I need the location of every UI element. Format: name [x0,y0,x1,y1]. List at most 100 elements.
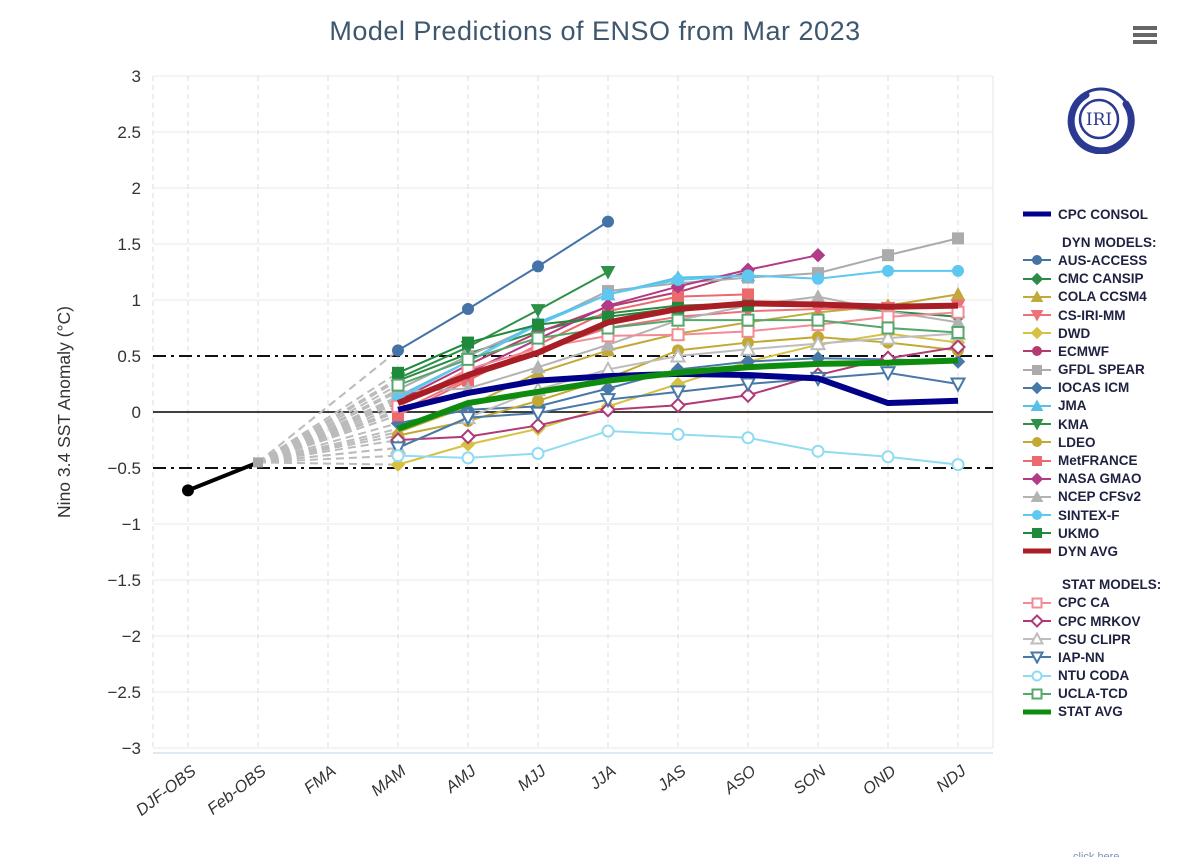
legend-item-iap-nn[interactable]: IAP-NN [1022,648,1198,666]
legend-item-cpc-consol[interactable]: CPC CONSOL [1022,205,1198,223]
legend-item-cmc-cansip[interactable]: CMC CANSIP [1022,270,1198,288]
legend-glyph [1023,310,1051,322]
series-ucla-tcd [391,313,965,392]
legend-glyph [1023,490,1051,502]
legend-glyph [1023,597,1051,609]
series-ntu-coda [391,424,965,472]
legend-glyph [1023,632,1051,645]
legend-glyph [1023,211,1051,217]
legend-glyph [1023,437,1051,448]
x-tick-label: OND [859,762,899,799]
legend-item-jma[interactable]: JMA [1022,397,1198,415]
legend-label: CPC MRKOV [1058,613,1141,629]
y-tick-label: 1.5 [117,235,141,254]
y-tick-label: 0.5 [117,347,141,366]
y-tick-label: −2 [122,627,141,646]
legend-item-dwd[interactable]: DWD [1022,324,1198,342]
legend-label: CPC CONSOL [1058,206,1149,222]
x-tick-label: SON [790,762,829,798]
footer-partial-text[interactable]: click here [1073,851,1120,857]
legend-glyph [1023,614,1051,628]
y-tick-label: −1.5 [107,571,141,590]
y-tick-label: 1 [132,291,141,310]
hamburger-bar [1133,33,1157,37]
x-tick-label: MAM [368,762,410,800]
legend-header-dyn-models: DYN MODELS: [1062,234,1157,250]
legend-item-cpc-mrkov[interactable]: CPC MRKOV [1022,612,1198,630]
legend-label: ECMWF [1058,343,1109,359]
legend-glyph [1023,709,1051,715]
legend-item-cpc-ca[interactable]: CPC CA [1022,594,1198,612]
legend-label: UCLA-TCD [1058,686,1128,702]
legend-glyph [1023,510,1051,521]
legend-label: CPC CA [1058,595,1110,611]
legend-glyph [1023,651,1051,665]
legend-label: SINTEX-F [1058,507,1120,523]
legend-item-ukmo[interactable]: UKMO [1022,524,1198,542]
x-tick-label: AMJ [442,762,480,798]
y-tick-label: 0 [132,403,141,422]
legend-label: LDEO [1058,434,1096,450]
grid [152,75,994,754]
legend-item-ntu-coda[interactable]: NTU CODA [1022,667,1198,685]
legend-label: MetFRANCE [1058,453,1138,469]
legend-item-metfrance[interactable]: MetFRANCE [1022,451,1198,469]
legend-label: JMA [1058,398,1087,414]
legend-header-stat-models: STAT MODELS: [1062,577,1162,593]
axis-labels: 3 2.5 2 1.5 1 0.5 0 −0.5 −1 −1.5 −2 −2.5 −3 DJF-OBS Fe… [54,67,970,820]
legend-item-ncep-cfsv2[interactable]: NCEP CFSv2 [1022,488,1198,506]
series-kma [390,266,616,386]
chart-title: Model Predictions of ENSO from Mar 2023 [329,16,861,46]
legend-glyph [1023,290,1051,302]
legend-item-nasa-gmao[interactable]: NASA GMAO [1022,470,1198,488]
y-tick-label: −3 [122,739,141,758]
legend-item-iocas-icm[interactable]: IOCAS ICM [1022,379,1198,397]
legend-label: IAP-NN [1058,649,1105,665]
chart-legend: CPC CONSOL DYN MODELS: AUS-ACCESS CMC CANSI… [1022,205,1198,721]
legend-item-stat-avg[interactable]: STAT AVG [1022,703,1198,721]
legend-glyph [1023,381,1051,394]
legend-label: COLA CCSM4 [1058,289,1147,305]
legend-label: DYN AVG [1058,543,1119,559]
legend-glyph [1023,455,1051,466]
legend-label: KMA [1058,416,1089,432]
legend-label: DWD [1058,325,1091,341]
legend-item-dyn-avg[interactable]: DYN AVG [1022,542,1198,560]
y-tick-label: −2.5 [107,683,141,702]
series-iap-nn [389,366,967,457]
legend-glyph [1023,688,1051,700]
legend-glyph [1023,528,1051,539]
legend-item-csu-clipr[interactable]: CSU CLIPR [1022,630,1198,648]
x-tick-label: JAS [654,762,690,795]
y-tick-label: −1 [122,515,141,534]
legend-item-sintex-f[interactable]: SINTEX-F [1022,506,1198,524]
enso-plume-chart[interactable]: 3 2.5 2 1.5 1 0.5 0 −0.5 −1 −1.5 −2 −2.5 −3 DJF-OBS Fe… [0,0,1200,820]
hamburger-bar [1133,26,1157,30]
legend-item-kma[interactable]: KMA [1022,415,1198,433]
legend-item-cs-iri-mm[interactable]: CS-IRI-MM [1022,306,1198,324]
legend-item-cola-ccsm4[interactable]: COLA CCSM4 [1022,288,1198,306]
legend-label: NCEP CFSv2 [1058,489,1142,505]
legend-glyph [1023,399,1051,411]
legend-label: NTU CODA [1058,668,1130,684]
legend-item-ucla-tcd[interactable]: UCLA-TCD [1022,685,1198,703]
legend-label: CSU CLIPR [1058,631,1131,647]
hamburger-menu-icon[interactable] [1133,26,1157,47]
legend-glyph [1023,272,1051,285]
legend-item-aus-access[interactable]: AUS-ACCESS [1022,251,1198,269]
x-tick-label: NDJ [933,762,970,796]
legend-label: AUS-ACCESS [1058,252,1148,268]
legend-item-ecmwf[interactable]: ECMWF [1022,342,1198,360]
x-tick-label: MJJ [515,762,551,795]
series-stat-avg [396,357,959,432]
iri-logo-text: IRI [1086,110,1112,130]
y-tick-label: 2 [132,179,141,198]
legend-item-gfdl-spear[interactable]: GFDL SPEAR [1022,361,1198,379]
legend-glyph [1023,255,1051,266]
series-dyn-avg [396,300,959,406]
legend-label: CS-IRI-MM [1058,307,1126,323]
x-tick-label: DJF-OBS [133,762,200,820]
x-tick-label: Feb-OBS [204,762,269,819]
legend-item-ldeo[interactable]: LDEO [1022,433,1198,451]
hamburger-bar [1133,40,1157,44]
